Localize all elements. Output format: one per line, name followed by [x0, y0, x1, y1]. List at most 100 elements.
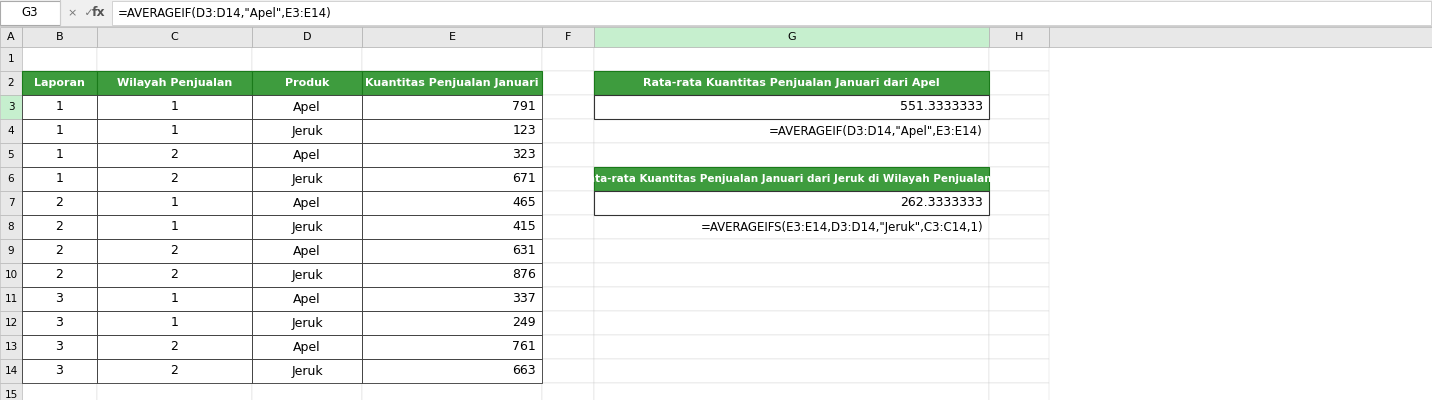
Bar — [362, 263, 541, 287]
Bar — [252, 167, 362, 191]
Text: 2: 2 — [170, 268, 179, 282]
Bar — [97, 359, 252, 383]
Bar — [541, 239, 594, 263]
Bar — [594, 167, 990, 191]
Bar — [97, 287, 252, 311]
Bar — [21, 215, 97, 239]
Text: 1: 1 — [170, 316, 179, 330]
Bar — [0, 119, 21, 143]
Bar — [252, 311, 362, 335]
Bar — [21, 287, 97, 311]
Bar — [21, 335, 97, 359]
Bar — [0, 335, 21, 359]
Bar — [21, 191, 97, 215]
Bar — [0, 47, 21, 71]
Bar — [252, 263, 362, 287]
Bar — [362, 383, 541, 400]
Bar — [21, 263, 97, 287]
Text: 3: 3 — [56, 292, 63, 306]
Bar — [21, 119, 97, 143]
Text: fx: fx — [92, 6, 106, 20]
Bar — [594, 27, 990, 47]
Bar — [21, 119, 97, 143]
Text: 415: 415 — [513, 220, 536, 234]
Bar — [362, 119, 541, 143]
Text: Rata-rata Kuantitas Penjualan Januari dari Jeruk di Wilayah Penjualan 1: Rata-rata Kuantitas Penjualan Januari da… — [580, 174, 1002, 184]
Bar — [362, 95, 541, 119]
Bar — [0, 383, 21, 400]
Bar — [990, 383, 1050, 400]
Bar — [252, 359, 362, 383]
Text: 2: 2 — [170, 244, 179, 258]
Text: 791: 791 — [513, 100, 536, 114]
Text: 6: 6 — [7, 174, 14, 184]
Bar — [0, 239, 21, 263]
Bar — [21, 95, 97, 119]
Bar — [362, 215, 541, 239]
Bar — [252, 119, 362, 143]
Bar — [1050, 27, 1432, 47]
Text: G3: G3 — [21, 6, 39, 20]
Bar — [21, 359, 97, 383]
Bar — [362, 359, 541, 383]
Bar — [541, 71, 594, 95]
Text: 3: 3 — [56, 364, 63, 378]
Text: G: G — [788, 32, 796, 42]
Bar — [594, 191, 990, 215]
Text: 9: 9 — [7, 246, 14, 256]
Text: Jeruk: Jeruk — [291, 364, 322, 378]
Text: 3: 3 — [7, 102, 14, 112]
Bar — [21, 191, 97, 215]
Bar — [990, 119, 1050, 143]
Bar — [990, 215, 1050, 239]
Bar — [252, 191, 362, 215]
Bar — [0, 143, 21, 167]
Bar — [990, 311, 1050, 335]
Bar — [97, 311, 252, 335]
Bar — [21, 95, 97, 119]
Bar — [0, 27, 21, 47]
Text: 2: 2 — [56, 196, 63, 210]
Bar — [97, 191, 252, 215]
Bar — [594, 383, 990, 400]
Bar — [362, 239, 541, 263]
Bar — [594, 47, 990, 71]
Bar — [252, 143, 362, 167]
Bar — [594, 71, 990, 95]
Text: 1: 1 — [7, 54, 14, 64]
Text: 11: 11 — [4, 294, 17, 304]
Bar — [990, 191, 1050, 215]
Bar — [0, 215, 21, 239]
Bar — [21, 143, 97, 167]
Bar — [0, 71, 21, 95]
Text: 761: 761 — [513, 340, 536, 354]
Text: Kuantitas Penjualan Januari: Kuantitas Penjualan Januari — [365, 78, 538, 88]
Text: 7: 7 — [7, 198, 14, 208]
Bar — [97, 71, 252, 95]
Bar — [362, 119, 541, 143]
Bar — [362, 311, 541, 335]
Bar — [541, 143, 594, 167]
Text: 2: 2 — [7, 78, 14, 88]
Bar — [594, 311, 990, 335]
Bar — [594, 191, 990, 215]
Text: Apel: Apel — [294, 340, 321, 354]
Bar — [97, 27, 252, 47]
Bar — [362, 311, 541, 335]
Bar — [21, 239, 97, 263]
Bar — [990, 263, 1050, 287]
Text: 465: 465 — [513, 196, 536, 210]
Text: D: D — [302, 32, 311, 42]
Bar — [21, 263, 97, 287]
Bar — [362, 287, 541, 311]
Bar — [97, 215, 252, 239]
Bar — [97, 239, 252, 263]
Bar — [594, 335, 990, 359]
Bar — [541, 167, 594, 191]
Bar — [541, 95, 594, 119]
Bar — [252, 263, 362, 287]
Text: 1: 1 — [170, 100, 179, 114]
Bar — [990, 47, 1050, 71]
Text: Jeruk: Jeruk — [291, 316, 322, 330]
Bar — [541, 359, 594, 383]
